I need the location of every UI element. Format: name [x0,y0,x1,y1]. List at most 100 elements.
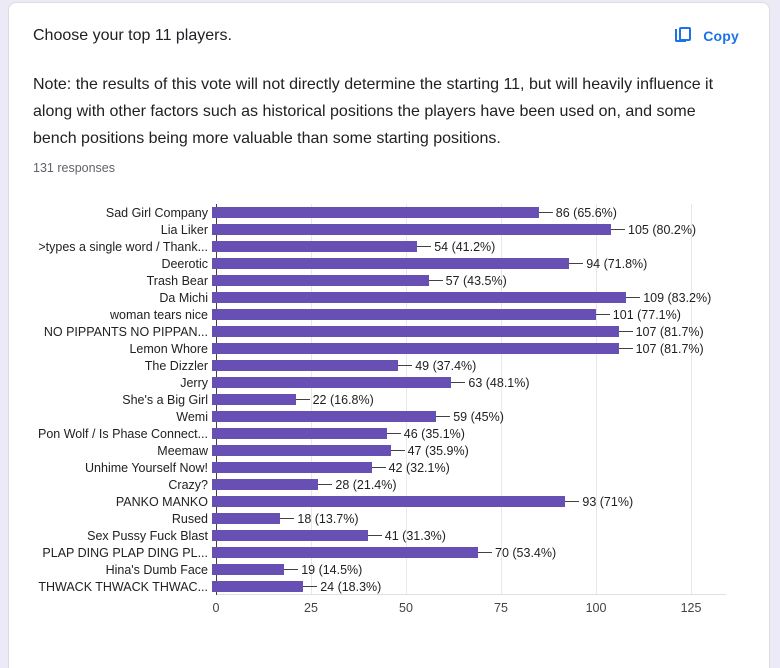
bar-row: Lemon Whore 107 (81.7%) [33,340,726,357]
bar [212,326,619,337]
value-leader-line [428,280,443,281]
category-label: The Dizzler [144,358,208,373]
value-label: 93 (71%) [582,494,634,509]
question-results-card: Choose your top 11 players. Copy Note: t… [8,2,770,668]
bar-cell: 70 (53.4%) [212,544,722,561]
category-label: NO PIPPANTS NO PIPPAN... [43,324,208,339]
bar-row: Jerry 63 (48.1%) [33,374,726,391]
copy-button[interactable]: Copy [669,25,745,47]
value-leader-line [618,331,633,332]
value-leader-line [611,229,625,230]
value-leader-line [538,212,553,213]
bar-row: PLAP DING PLAP DING PL... 70 (53.4%) [33,544,726,561]
bar [212,360,399,371]
copy-button-label: Copy [703,28,739,44]
bar [212,462,372,473]
gridline [311,204,312,595]
category-label: Da Michi [159,290,208,305]
x-axis: 0 25 50 75 100 125 [212,601,726,623]
copy-icon [675,27,693,45]
bar-row: Lia Liker 105 (80.2%) [33,221,726,238]
bar-cell: 105 (80.2%) [212,221,722,238]
category-label: Deerotic [161,256,208,271]
value-leader-line [565,501,580,502]
bar-row: Rused 18 (13.7%) [33,510,726,527]
bar-row: The Dizzler 49 (37.4%) [33,357,726,374]
bar [212,428,387,439]
bar [212,207,539,218]
bar-cell: 54 (41.2%) [212,238,722,255]
bar-cell: 109 (83.2%) [212,289,722,306]
value-label: 86 (65.6%) [555,205,617,220]
bar-cell: 93 (71%) [212,493,722,510]
value-leader-line [618,348,633,349]
bar-cell: 101 (77.1%) [212,306,722,323]
value-leader-line [367,535,382,536]
chart-rows: Sad Girl Company 86 (65.6%) Lia Liker 105 (… [33,204,726,595]
value-label: 18 (13.7%) [297,511,359,526]
x-axis-tick-label: 25 [304,601,318,615]
value-label: 57 (43.5%) [445,273,507,288]
category-label: She's a Big Girl [122,392,208,407]
bar-cell: 49 (37.4%) [212,357,722,374]
bar-row: Sad Girl Company 86 (65.6%) [33,204,726,221]
category-label: Rused [171,511,208,526]
value-label: 109 (83.2%) [643,290,712,305]
bar [212,530,368,541]
bar-row: Pon Wolf / Is Phase Connect... 46 (35.1%) [33,425,726,442]
x-axis-tick-label: 125 [680,601,702,615]
x-axis-tick-label: 50 [399,601,413,615]
question-title: Choose your top 11 players. [33,27,232,44]
bar-cell: 107 (81.7%) [212,323,722,340]
bar [212,343,619,354]
value-leader-line [295,399,310,400]
category-label: >types a single word / Thank... [38,239,208,254]
x-axis-baseline [216,594,726,595]
bar-row: >types a single word / Thank... 54 (41.2%… [33,238,726,255]
value-leader-line [569,263,584,264]
value-label: 101 (77.1%) [612,307,681,322]
value-leader-line [318,484,333,485]
category-label: Unhime Yourself Now! [85,460,208,475]
bar-row: Meemaw 47 (35.9%) [33,442,726,459]
bar-cell: 47 (35.9%) [212,442,722,459]
bar [212,547,478,558]
bar-row: woman tears nice 101 (77.1%) [33,306,726,323]
category-label: Jerry [180,375,208,390]
gridline [596,204,597,595]
bar-cell: 41 (31.3%) [212,527,722,544]
value-label: 47 (35.9%) [407,443,469,458]
value-label: 94 (71.8%) [586,256,648,271]
value-label: 63 (48.1%) [468,375,530,390]
value-leader-line [371,467,386,468]
bar [212,411,437,422]
bar-row: THWACK THWACK THWAC... 24 (18.3%) [33,578,726,595]
bar [212,496,566,507]
bar-cell: 46 (35.1%) [212,425,722,442]
value-leader-line [284,569,299,570]
x-axis-tick-label: 0 [212,601,220,615]
bar-cell: 42 (32.1%) [212,459,722,476]
gridline [691,204,692,595]
bar-row: Da Michi 109 (83.2%) [33,289,726,306]
category-label: PLAP DING PLAP DING PL... [42,545,208,560]
value-label: 107 (81.7%) [635,341,704,356]
bar-row: NO PIPPANTS NO PIPPAN... 107 (81.7%) [33,323,726,340]
bar-cell: 59 (45%) [212,408,722,425]
category-label: Crazy? [168,477,208,492]
bar [212,309,596,320]
bar [212,513,281,524]
bar [212,241,418,252]
category-label: Meemaw [157,443,208,458]
bar [212,258,570,269]
value-label: 42 (32.1%) [388,460,450,475]
value-label: 41 (31.3%) [384,528,446,543]
category-label: PANKO MANKO [115,494,208,509]
x-axis-tick-label: 100 [585,601,607,615]
value-label: 46 (35.1%) [403,426,465,441]
category-label: woman tears nice [110,307,208,322]
value-leader-line [398,365,413,366]
responses-count: 131 responses [33,161,116,175]
category-label: Sex Pussy Fuck Blast [87,528,208,543]
value-label: 24 (18.3%) [320,579,382,594]
